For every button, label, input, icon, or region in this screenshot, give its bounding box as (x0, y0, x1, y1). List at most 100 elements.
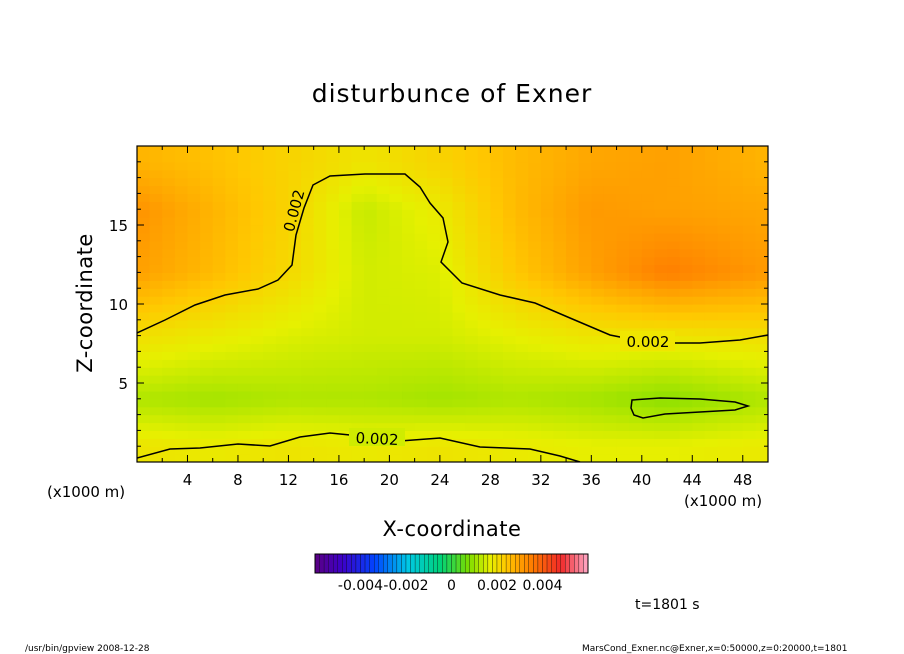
heatmap-cell (641, 367, 656, 376)
heatmap-cell (427, 430, 441, 439)
heatmap-cell (515, 201, 529, 210)
heatmap-cell (288, 383, 302, 392)
heatmap-cell (275, 311, 290, 321)
heatmap-cell (540, 327, 555, 337)
heatmap-cell (288, 161, 302, 171)
heatmap-cell (654, 375, 668, 384)
heatmap-cell (465, 280, 479, 289)
heatmap-cell (263, 201, 277, 210)
heatmap-cell (364, 161, 378, 171)
heatmap-cell (654, 146, 668, 155)
heatmap-cell (237, 367, 252, 376)
heatmap-cell (578, 193, 592, 202)
heatmap-cell (439, 225, 454, 234)
heatmap-cell (402, 177, 416, 187)
heatmap-cell (591, 304, 605, 313)
heatmap-cell (717, 375, 731, 384)
colorbar-segment (578, 553, 584, 574)
heatmap-cell (237, 375, 252, 384)
heatmap-cell (591, 454, 605, 462)
heatmap-cell (376, 280, 390, 289)
heatmap-cell (692, 446, 706, 455)
heatmap-cell (225, 280, 239, 289)
heatmap-cell (616, 351, 630, 360)
heatmap-cell (717, 177, 731, 187)
heatmap-cell (452, 351, 466, 360)
heatmap-cell (174, 225, 189, 234)
heatmap-cell (603, 177, 618, 187)
heatmap-cell (515, 359, 529, 368)
heatmap-cell (465, 209, 479, 218)
heatmap-cell (162, 414, 176, 424)
heatmap-cell (730, 375, 744, 384)
heatmap-cell (364, 153, 378, 163)
heatmap-cell (502, 359, 517, 368)
heatmap-cell (477, 153, 491, 163)
heatmap-cell (717, 232, 731, 242)
heatmap-cell (692, 311, 706, 321)
colorbar-segment (405, 553, 411, 574)
heatmap-cell (742, 146, 756, 155)
heatmap-cell (553, 414, 567, 424)
heatmap-cell (288, 304, 302, 313)
heatmap-cell (376, 201, 390, 210)
heatmap-cell (237, 225, 252, 234)
heatmap-cell (225, 209, 239, 218)
heatmap-cell (137, 327, 151, 337)
heatmap-cell (591, 272, 605, 281)
heatmap-cell (540, 193, 555, 202)
heatmap-cell (326, 414, 340, 424)
heatmap-cell (263, 304, 277, 313)
heatmap-cell (288, 272, 302, 281)
heatmap-cell (477, 430, 491, 439)
colorbar-segment (419, 553, 425, 574)
heatmap-cell (502, 311, 517, 321)
heatmap-cell (742, 446, 756, 455)
heatmap-cell (212, 327, 226, 337)
heatmap-cell (338, 454, 353, 462)
heatmap-cell (326, 311, 340, 321)
heatmap-cell (237, 351, 252, 360)
heatmap-cell (200, 406, 214, 416)
heatmap-cell (389, 359, 403, 368)
heatmap-cell (162, 390, 176, 400)
heatmap-cell (149, 327, 163, 337)
heatmap-cell (263, 232, 277, 242)
heatmap-cell (490, 406, 504, 416)
heatmap-cell (149, 311, 163, 321)
heatmap-cell (452, 248, 466, 258)
heatmap-cell (149, 367, 163, 376)
heatmap-cell (578, 327, 592, 337)
colorbar-segment (319, 553, 325, 574)
heatmap-cell (376, 248, 390, 258)
heatmap-cell (603, 406, 618, 416)
heatmap-cell (313, 390, 327, 400)
heatmap-cell (427, 414, 441, 424)
heatmap-cell (540, 153, 555, 163)
heatmap-cell (452, 217, 466, 226)
heatmap-cell (351, 177, 365, 187)
heatmap-cell (603, 248, 618, 258)
heatmap-cell (212, 343, 226, 352)
heatmap-cell (616, 240, 630, 250)
heatmap-cell (376, 335, 390, 345)
heatmap-cell (326, 422, 340, 431)
heatmap-cell (528, 406, 542, 416)
heatmap-cell (641, 177, 656, 187)
heatmap-cell (553, 422, 567, 431)
heatmap-cell (301, 335, 315, 345)
heatmap-cell (641, 248, 656, 258)
heatmap-cell (515, 232, 529, 242)
heatmap-cell (275, 422, 290, 431)
heatmap-cell (414, 319, 428, 329)
heatmap-cell (351, 414, 365, 424)
heatmap-cell (591, 335, 605, 345)
heatmap-cell (667, 359, 681, 368)
heatmap-cell (540, 201, 555, 210)
heatmap-cell (162, 375, 176, 384)
heatmap-cell (578, 406, 592, 416)
heatmap-cell (679, 390, 693, 400)
heatmap-cell (364, 256, 378, 266)
heatmap-cell (200, 375, 214, 384)
heatmap-cell (225, 288, 239, 297)
